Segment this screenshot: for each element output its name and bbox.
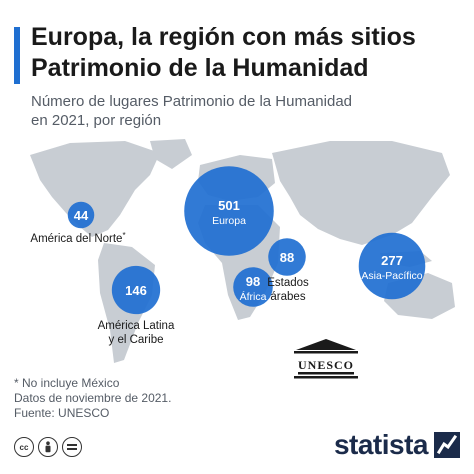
by-icon[interactable] — [38, 437, 58, 457]
north-america-shape — [30, 141, 160, 237]
bubble-1-name: Europa — [212, 215, 246, 227]
bubble-0-value: 44 — [74, 208, 89, 223]
unesco-text: UNESCO — [298, 358, 354, 372]
statista-logo-icon — [434, 432, 460, 458]
title-accent-bar — [14, 27, 20, 84]
statista-brand[interactable]: statista — [334, 428, 460, 462]
label-north-america-mark: * — [122, 231, 125, 240]
bubble-1-circle — [184, 166, 274, 256]
footnotes: * No incluye México Datos de noviembre d… — [14, 376, 171, 421]
unesco-logo: UNESCO — [294, 339, 358, 379]
asia-shape — [272, 141, 450, 245]
label-latin-america-line-1: América Latina — [98, 320, 175, 332]
bubble-4-name: Asia-Pacífico — [361, 270, 422, 282]
label-north-america-text: América del Norte — [30, 233, 122, 245]
bubble-3-name: África — [240, 290, 267, 303]
equals-glyph — [67, 444, 77, 450]
footnote-source: Fuente: UNESCO — [14, 406, 110, 420]
label-arab-states-line-2: árabes — [270, 291, 305, 303]
greenland-shape — [150, 139, 192, 169]
title-line-2: Patrimonio de la Humanidad — [31, 54, 369, 82]
bubble-4-circle — [358, 232, 426, 300]
bubble-4-value: 277 — [381, 253, 403, 268]
unesco-temple-icon — [294, 339, 358, 379]
subtitle-line-2: en 2021, por región — [31, 112, 162, 129]
bubble-3-circle — [233, 267, 273, 307]
footnote-date: Datos de noviembre de 2021. — [14, 391, 172, 405]
label-arab-states-line-1: Estados — [267, 277, 309, 289]
statista-wordmark: statista — [333, 429, 429, 460]
bubble-5-value: 146 — [125, 283, 147, 298]
title-line-1: Europa, la región con más sitios — [31, 23, 416, 51]
subtitle: Número de lugares Patrimonio de la Human… — [31, 92, 451, 130]
by-person-glyph — [45, 441, 51, 453]
equals-icon[interactable] — [62, 437, 82, 457]
cc-icon[interactable]: cc — [14, 437, 34, 457]
bubble-2-value: 88 — [280, 250, 294, 265]
page-title: Europa, la región con más sitios Patrimo… — [31, 22, 461, 84]
bubble-5-circle — [111, 265, 161, 315]
license-icons: cc — [14, 437, 82, 457]
label-north-america: América del Norte* — [30, 231, 125, 245]
bubble-3-value: 98 — [246, 274, 260, 289]
footnote-mexico: * No incluye México — [14, 376, 120, 390]
subtitle-line-1: Número de lugares Patrimonio de la Human… — [31, 93, 353, 110]
bubble-2-circle — [268, 238, 306, 276]
bubble-0-circle — [67, 201, 95, 229]
bubble-1-value: 501 — [218, 198, 240, 213]
label-latin-america-line-2: y el Caribe — [109, 334, 164, 346]
